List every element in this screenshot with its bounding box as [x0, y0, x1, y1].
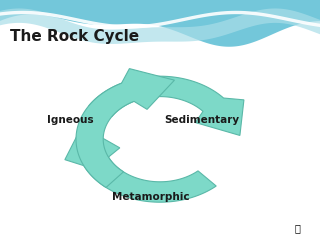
Polygon shape: [0, 11, 320, 29]
Polygon shape: [89, 76, 244, 135]
Text: Metamorphic: Metamorphic: [112, 192, 189, 202]
Polygon shape: [65, 126, 216, 202]
Polygon shape: [0, 0, 320, 47]
Polygon shape: [76, 69, 174, 187]
Text: The Rock Cycle: The Rock Cycle: [10, 29, 139, 44]
Text: Sedimentary: Sedimentary: [164, 115, 239, 125]
Text: Igneous: Igneous: [47, 115, 94, 125]
Polygon shape: [0, 8, 320, 44]
Text: 🔊: 🔊: [295, 223, 300, 233]
